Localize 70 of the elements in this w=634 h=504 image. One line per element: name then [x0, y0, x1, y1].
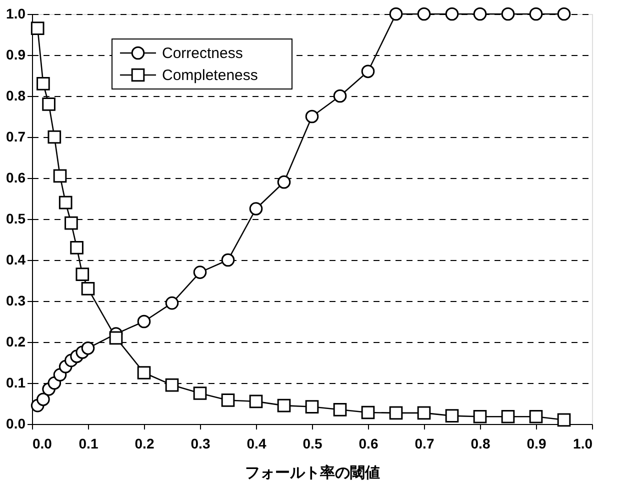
x-tick-label: 0.7: [414, 436, 434, 452]
x-tick-label: 0.3: [190, 436, 210, 452]
point: [76, 268, 90, 282]
point: [137, 366, 151, 380]
y-tick-label: 0.4: [6, 252, 26, 268]
point: [445, 409, 459, 422]
point: [277, 398, 291, 412]
y-tick-label: 0.5: [6, 210, 26, 226]
point: [193, 386, 207, 400]
x-tick-label: 0.9: [526, 436, 546, 452]
y-tick-label: 0.6: [6, 170, 26, 186]
point: [473, 410, 487, 424]
point: [305, 400, 319, 414]
x-tick-label: 0.0: [32, 436, 52, 452]
point: [42, 98, 56, 111]
y-tick-label: 1.0: [6, 6, 26, 22]
point: [58, 196, 72, 210]
point: [557, 413, 571, 427]
x-axis-title: フォールト率の閾値: [245, 464, 380, 482]
point: [30, 22, 44, 36]
x-tick-label: 1.0: [573, 436, 593, 452]
x-tick-label: 0.1: [78, 436, 98, 452]
x-tick-label: 0.5: [302, 436, 322, 452]
point: [70, 241, 84, 254]
point: [417, 406, 431, 420]
point: [473, 7, 487, 21]
point: [501, 410, 515, 424]
legend-label: Completeness: [162, 67, 258, 84]
point: [81, 341, 95, 355]
point: [389, 7, 403, 21]
y-tick-label: 0.0: [6, 416, 26, 432]
x-tick-label: 0.8: [470, 436, 490, 452]
y-tick-label: 0.9: [6, 46, 26, 62]
point: [417, 7, 431, 21]
point: [165, 378, 179, 392]
point: [64, 216, 78, 230]
point: [36, 392, 50, 406]
legend-label: Correctness: [162, 45, 243, 62]
point: [81, 282, 95, 296]
point: [361, 64, 375, 78]
point: [221, 253, 235, 267]
point: [193, 266, 207, 279]
point: [277, 175, 291, 189]
point: [221, 394, 235, 407]
y-tick-label: 0.2: [6, 334, 26, 350]
point: [361, 406, 375, 420]
point: [53, 169, 67, 183]
x-tick-label: 0.2: [134, 436, 154, 452]
point: [305, 110, 319, 124]
point: [36, 77, 50, 90]
point: [333, 89, 347, 103]
x-tick-label: 0.4: [246, 436, 266, 452]
point: [333, 402, 347, 416]
point: [389, 406, 403, 420]
x-tick-label: 0.6: [358, 436, 378, 452]
point: [249, 394, 263, 408]
y-tick-label: 0.7: [6, 128, 26, 144]
point: [137, 314, 151, 328]
y-tick-label: 0.8: [6, 88, 26, 104]
point: [501, 7, 515, 21]
point: [48, 130, 62, 144]
y-tick-label: 0.3: [6, 292, 26, 308]
point: [249, 202, 263, 216]
point: [445, 7, 459, 21]
y-tick-label: 0.1: [6, 374, 26, 390]
point: [109, 331, 123, 345]
point: [529, 7, 543, 21]
point: [557, 7, 571, 21]
point: [165, 296, 179, 310]
point: [529, 410, 543, 424]
